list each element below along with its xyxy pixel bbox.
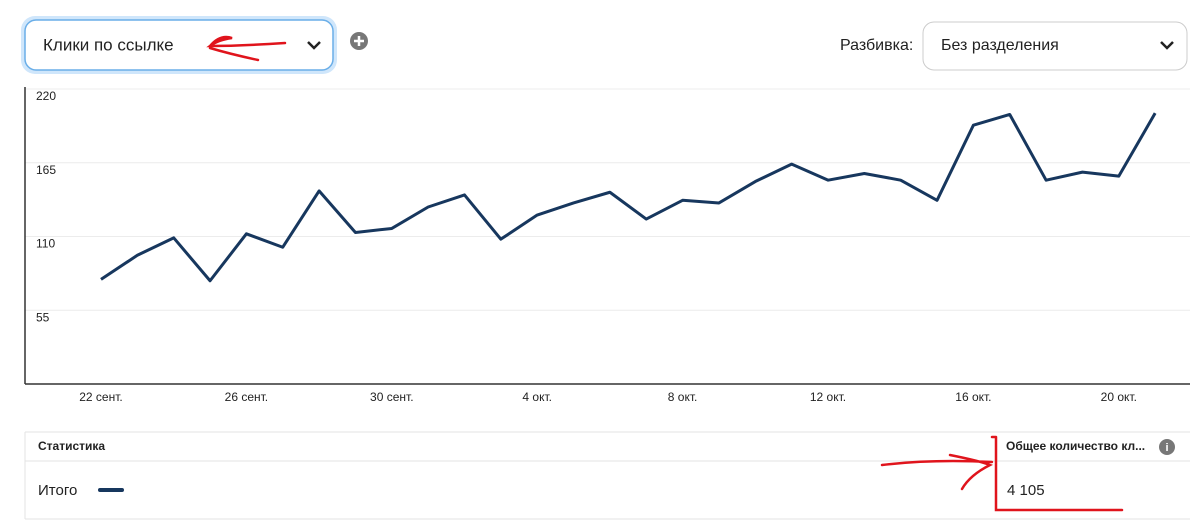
table-header: Общее количество кл... [1006,439,1145,453]
x-tick-label: 16 окт. [955,390,991,404]
metric-dropdown[interactable] [24,19,334,71]
y-tick-label: 55 [36,310,50,324]
breakdown-label: Разбивка: [840,37,913,54]
y-tick-label: 165 [36,163,56,177]
y-tick-label: 110 [36,237,55,251]
breakdown-value: Без разделения [941,37,1059,54]
x-tick-label: 4 окт. [522,390,552,404]
table-header: Статистика [38,439,105,453]
breakdown-dropdown[interactable] [922,21,1188,71]
x-tick-label: 8 окт. [668,390,698,404]
y-tick-label: 220 [36,89,56,103]
info-glyph: i [1165,442,1168,454]
row-label: Итого [38,482,77,499]
line-series [100,112,1157,283]
annotation-arrow [880,435,1124,512]
x-tick-label: 22 сент. [79,390,122,404]
annotation-arrow [206,35,287,62]
x-tick-label: 30 сент. [370,390,413,404]
info-icon[interactable] [1159,439,1175,455]
metric-label: Клики по ссылке [43,35,174,54]
x-tick-label: 20 окт. [1101,390,1137,404]
chart: 55 110 165 220 22 сент. 26 сент. 30 сент. 4 окт… [24,87,1190,404]
chevron [307,41,321,50]
x-tick-label: 26 сент. [225,390,268,404]
row-value: 4 105 [1007,482,1045,499]
x-tick-label: 12 окт. [810,390,846,404]
plus-icon [354,36,364,46]
chevron [1160,41,1174,50]
